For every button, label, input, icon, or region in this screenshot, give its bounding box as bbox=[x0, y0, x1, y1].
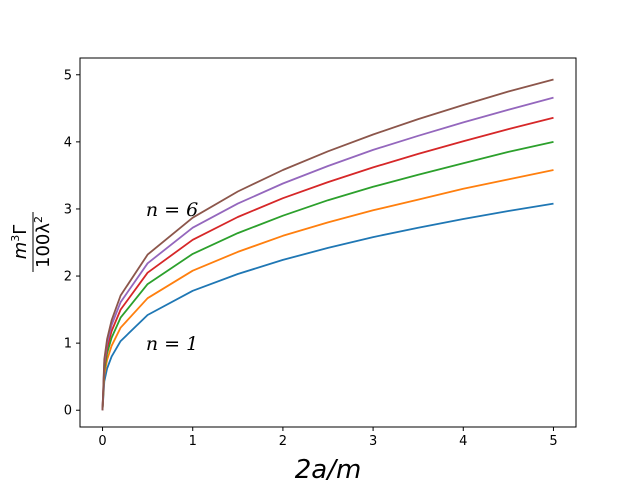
series-layer bbox=[101, 78, 554, 411]
series-line-6 bbox=[101, 78, 554, 411]
x-tick-label: 1 bbox=[189, 434, 197, 449]
x-tick-label: 5 bbox=[549, 434, 557, 449]
y-tick-label: 2 bbox=[64, 270, 72, 285]
y-tick-label: 5 bbox=[64, 68, 72, 83]
y-label-num-sup: 3 bbox=[9, 235, 22, 242]
annotation-label: n = 6 bbox=[146, 199, 198, 221]
series-line-4 bbox=[101, 116, 554, 411]
y-label-den-sup: 2 bbox=[32, 216, 45, 223]
x-tick-label: 4 bbox=[459, 434, 467, 449]
series-line-5 bbox=[101, 96, 554, 411]
x-axis-label: 2a/m bbox=[295, 455, 362, 480]
x-tick-label: 2 bbox=[279, 434, 287, 449]
y-axis-label: m3Γ 100λ2 bbox=[9, 212, 54, 272]
series-line-3 bbox=[101, 141, 554, 411]
x-tick-label: 0 bbox=[98, 434, 106, 449]
y-label-den-base: 100λ bbox=[33, 223, 54, 268]
y-label-num-rest: Γ bbox=[10, 225, 31, 235]
y-axis-label-denominator: 100λ2 bbox=[32, 216, 54, 268]
y-tick-label: 1 bbox=[64, 337, 72, 352]
annotation-label: n = 1 bbox=[146, 333, 198, 355]
y-axis-label-numerator: m3Γ bbox=[9, 225, 31, 260]
annotations: n = 6 n = 1 bbox=[146, 199, 198, 355]
ticks-layer: 0 1 2 3 4 5 0 1 2 3 4 5 bbox=[64, 68, 558, 449]
plot-frame bbox=[79, 57, 577, 428]
y-tick-label: 3 bbox=[64, 202, 72, 217]
y-label-num-base: m bbox=[10, 242, 31, 260]
series-line-1 bbox=[101, 202, 554, 411]
y-tick-label: 0 bbox=[64, 404, 72, 419]
y-tick-label: 4 bbox=[64, 135, 72, 150]
x-tick-label: 3 bbox=[369, 434, 377, 449]
series-line-2 bbox=[101, 169, 554, 411]
